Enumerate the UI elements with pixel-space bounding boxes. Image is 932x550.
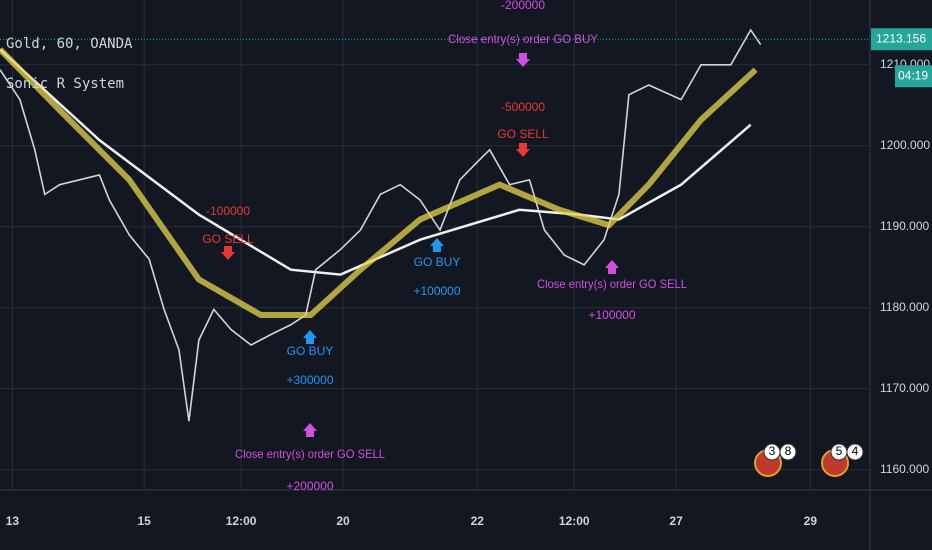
signal-label: Close entry(s) order GO BUY [448, 32, 598, 46]
last-price-badge [871, 28, 932, 51]
signal-label: +200000 [286, 479, 333, 493]
x-tick-label: 22 [471, 514, 485, 528]
plot [0, 28, 870, 422]
y-tick-label: 1160.000 [880, 462, 929, 476]
signal-label: -100000 [206, 204, 250, 218]
event-count-badge [779, 443, 797, 461]
signal-arrow [516, 143, 530, 157]
signal-label: +100000 [588, 308, 635, 322]
signal-label: Close entry(s) order GO SELL [235, 447, 385, 461]
x-tick-label: 15 [137, 514, 151, 528]
signal-arrow [605, 260, 619, 274]
event-count: 5 [836, 444, 843, 458]
x-tick-label: 12:00 [559, 514, 590, 528]
event-count: 4 [852, 444, 859, 458]
x-tick-label: 12:00 [226, 514, 257, 528]
signal-arrow [303, 330, 317, 344]
y-tick-label: 1200.000 [880, 138, 930, 152]
x-tick-label: 20 [336, 514, 350, 528]
y-tick-label: 1180.000 [880, 300, 929, 314]
signal-label: GO SELL [202, 232, 254, 246]
signal-label: GO BUY [414, 255, 461, 269]
x-tick-label: 13 [6, 514, 20, 528]
grid [0, 0, 870, 490]
event-count-badge [846, 443, 864, 461]
signal-label: -500000 [501, 100, 545, 114]
event-count: 8 [785, 444, 792, 458]
x-tick-label: 29 [804, 514, 818, 528]
signal-label: +300000 [286, 373, 333, 387]
signal-arrow [516, 53, 530, 67]
series-line [0, 28, 762, 422]
signal-label: -200000 [501, 0, 545, 12]
signal-arrow [430, 238, 444, 252]
event-count: 3 [769, 444, 776, 458]
overlay: 1160.000 1170.000 1180.000 1190.000 1200.000… [6, 0, 932, 528]
indicator-name: Sonic R System [6, 76, 124, 92]
y-tick-label: 1190.000 [880, 219, 929, 233]
chart-title: Gold, 60, OANDA [6, 36, 133, 52]
last-price-label: 1213.156 [876, 31, 926, 45]
signal-arrow [221, 246, 235, 260]
signal-label: Close entry(s) order GO SELL [537, 277, 687, 291]
signal-label: +100000 [413, 284, 460, 298]
series-line [0, 48, 752, 276]
signal-arrow [303, 423, 317, 437]
countdown-label: 04:19 [898, 68, 928, 82]
signal-label: GO BUY [287, 344, 334, 358]
y-tick-label: 1170.000 [880, 381, 929, 395]
series-line [0, 47, 758, 319]
signal-label: GO SELL [497, 127, 549, 141]
x-tick-label: 27 [669, 514, 683, 528]
countdown-badge [895, 65, 932, 88]
